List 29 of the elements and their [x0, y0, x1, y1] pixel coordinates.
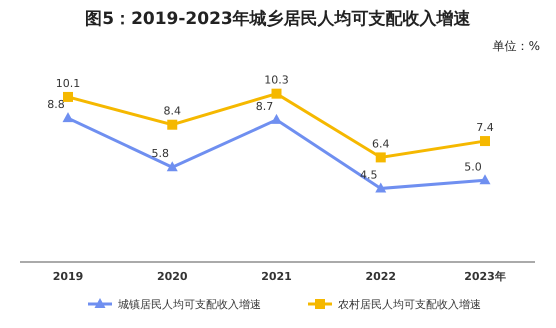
x-tick-label: 2020 [156, 270, 188, 283]
legend-label: 农村居民人均可支配收入增速 [338, 298, 481, 311]
point [63, 92, 73, 102]
data-label: 8.8 [47, 98, 65, 112]
text: 单位：% [492, 39, 540, 53]
point [166, 161, 178, 172]
point [62, 112, 74, 122]
data-label: 10.3 [264, 74, 289, 87]
x-tick-label: 2019 [52, 270, 84, 283]
data-label: 5.8 [152, 147, 169, 160]
x-tick-label: 2023年 [464, 270, 506, 283]
data-label: 8.7 [256, 100, 274, 113]
data-label: 8.4 [164, 104, 181, 118]
point [375, 182, 386, 192]
legend-label: 城镇居民人均可支配收入增速 [117, 298, 261, 311]
data-label: 7.4 [476, 121, 494, 134]
data-label: 6.4 [372, 137, 390, 150]
x-tick-label: 2022 [365, 270, 396, 283]
point [272, 88, 282, 99]
data-label: 5.0 [464, 160, 482, 174]
chart-title: 图5：2019-2023年城乡居民人均可支配收入增速 [85, 9, 471, 29]
data-label: 4.5 [360, 168, 378, 182]
point [376, 152, 386, 162]
point [271, 114, 282, 124]
point [167, 120, 178, 130]
point [480, 174, 490, 184]
point [480, 136, 490, 146]
data-label: 10.1 [56, 76, 80, 90]
x-tick-label: 2021 [261, 270, 292, 283]
